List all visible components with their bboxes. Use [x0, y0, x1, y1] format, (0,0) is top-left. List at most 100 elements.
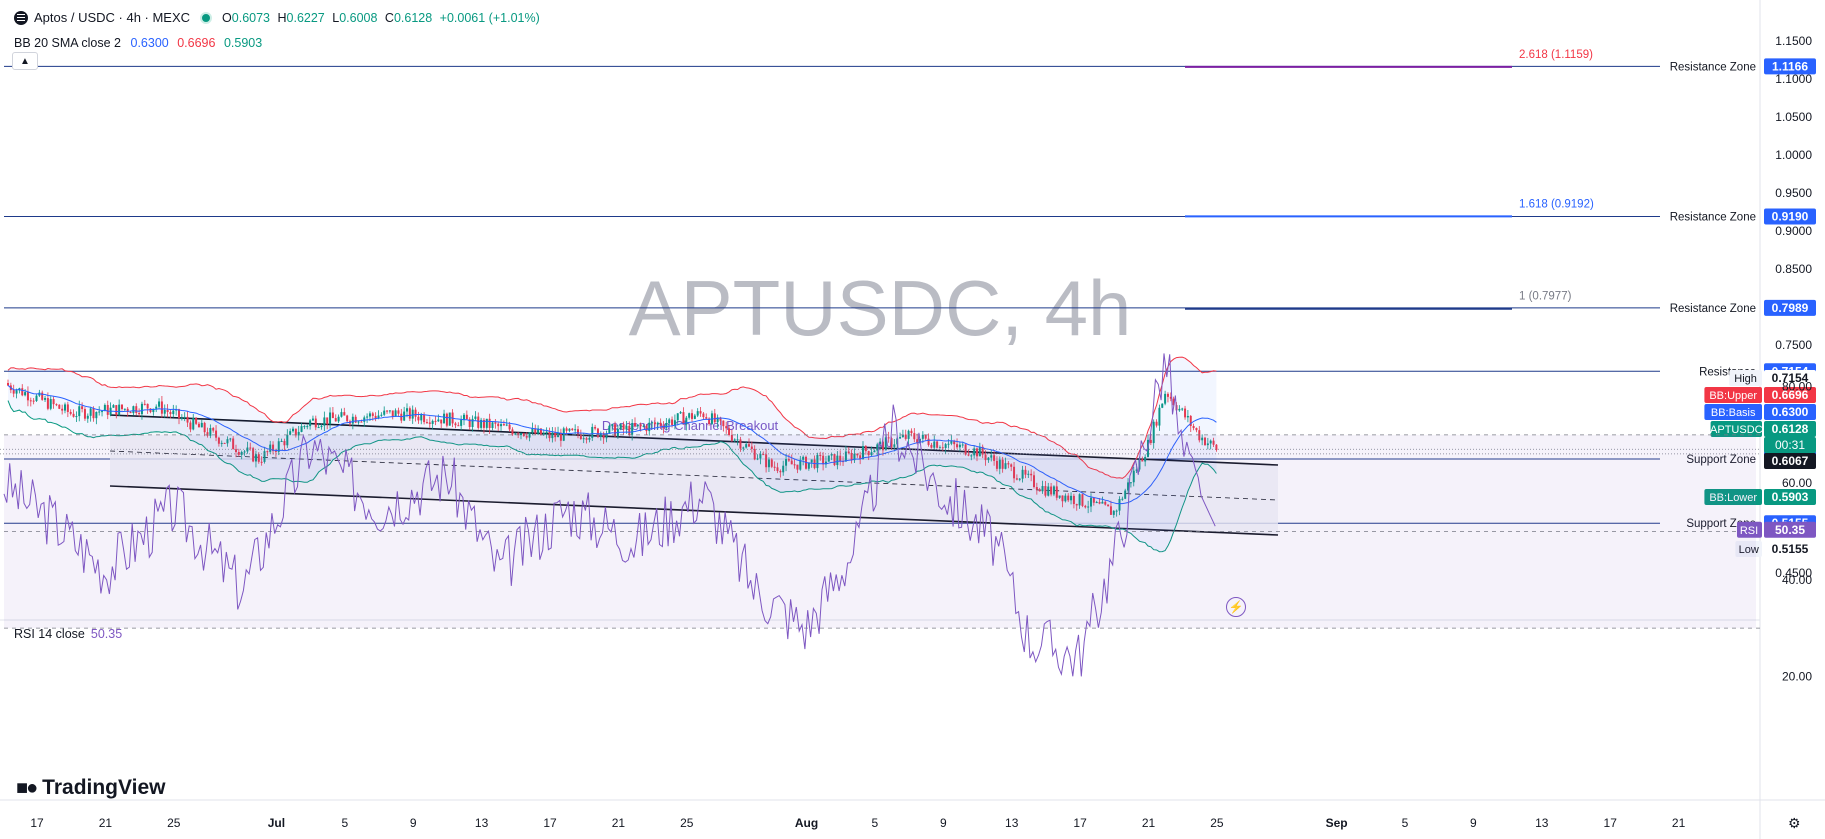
- candle-body: [1030, 473, 1033, 476]
- brand-name: TradingView: [42, 776, 166, 799]
- candle-body: [508, 424, 511, 430]
- candle-body: [642, 425, 645, 427]
- candle-body: [787, 459, 790, 461]
- candle-body: [651, 422, 654, 424]
- candle-body: [594, 426, 597, 429]
- candle-body: [767, 459, 770, 468]
- candle-body: [491, 422, 494, 429]
- candle-body: [899, 437, 902, 439]
- candle-body: [591, 426, 594, 438]
- price-tag: [1764, 370, 1816, 386]
- symbol-title[interactable]: Aptos / USDC · 4h · MEXC: [34, 10, 191, 25]
- candle-body: [502, 424, 505, 426]
- candle-body: [160, 401, 163, 414]
- candle-body: [306, 426, 309, 428]
- candle-body: [229, 438, 232, 440]
- candle-body: [779, 470, 782, 473]
- candle-body: [956, 444, 959, 448]
- candle-body: [189, 422, 192, 430]
- candle-body: [463, 414, 465, 420]
- candle-body: [317, 427, 320, 429]
- time-tick-label: 9: [1470, 816, 1477, 830]
- candle-body: [534, 428, 537, 434]
- candle-body: [314, 418, 317, 428]
- candle-body: [545, 431, 548, 434]
- candle-body: [1166, 393, 1169, 397]
- candle-body: [611, 424, 614, 426]
- candle-body: [665, 423, 668, 428]
- candle-body: [682, 412, 685, 425]
- candle-body: [121, 404, 123, 409]
- candle-body: [542, 433, 545, 435]
- price-tag-label-bg: [1704, 489, 1762, 505]
- market-status-icon: [200, 11, 213, 24]
- candle-body: [990, 455, 993, 458]
- candle-body: [326, 417, 329, 425]
- collapse-legend-button[interactable]: ▲: [12, 52, 38, 70]
- candle-body: [517, 433, 520, 436]
- candle-body: [659, 422, 662, 426]
- candle-body: [497, 423, 500, 427]
- candle-body: [149, 408, 152, 413]
- ohlc-values: O0.6073 H0.6227 L0.6008 C0.6128 +0.0061 …: [222, 11, 544, 25]
- rsi-value-tag: [1764, 521, 1816, 538]
- candle-body: [539, 428, 542, 435]
- candle-body: [1158, 407, 1161, 426]
- candle-body: [391, 410, 394, 417]
- candle-body: [745, 444, 748, 448]
- time-tick-label: 21: [99, 816, 113, 830]
- candle-body: [417, 416, 420, 421]
- candle-body: [1087, 506, 1090, 508]
- candle-body: [770, 459, 773, 467]
- candle-body: [1041, 486, 1044, 492]
- candle-body: [81, 406, 84, 410]
- candle-body: [443, 413, 446, 424]
- rsi-tick-label: 80.00: [1782, 380, 1812, 394]
- candle-body: [785, 459, 788, 466]
- tradingview-logo[interactable]: ■● TradingView: [16, 776, 166, 800]
- candle-body: [41, 392, 44, 400]
- candle-body: [423, 414, 426, 423]
- candle-body: [514, 433, 517, 435]
- candle-body: [360, 421, 363, 423]
- candle-body: [1081, 494, 1084, 506]
- candle-body: [448, 412, 451, 426]
- candle-body: [371, 413, 374, 416]
- candle-body: [622, 424, 625, 430]
- candle-body: [520, 433, 522, 436]
- channel-lower-line: [109, 485, 1279, 536]
- candle-body: [357, 421, 360, 423]
- candle-body: [614, 424, 617, 437]
- candle-body: [1195, 428, 1198, 431]
- price-tag-label: APTUSDC: [1710, 424, 1763, 436]
- candle-body: [243, 451, 246, 453]
- lightning-icon[interactable]: ⚡: [1226, 597, 1246, 617]
- candle-body: [437, 419, 440, 422]
- candle-body: [722, 420, 725, 427]
- candle-body: [756, 458, 759, 460]
- candle-body: [280, 440, 283, 442]
- candle-body: [1152, 421, 1155, 444]
- price-tick-label: 1.1000: [1775, 72, 1812, 86]
- candle-body: [309, 420, 312, 427]
- candle-body: [89, 408, 92, 416]
- candle-body: [648, 422, 651, 432]
- gear-icon[interactable]: ⚙: [1788, 815, 1801, 831]
- candle-body: [522, 433, 525, 436]
- candles-group: [7, 379, 1218, 518]
- candle-body: [1044, 486, 1047, 496]
- bb-legend[interactable]: BB 20 SMA close 2 0.6300 0.6696 0.5903: [14, 36, 262, 50]
- price-tag-label-bg: [1729, 370, 1762, 386]
- time-tick-label: 5: [1402, 816, 1409, 830]
- candle-body: [192, 418, 195, 430]
- price-tag-label: BB:Lower: [1709, 492, 1757, 504]
- price-tick-label: 0.7500: [1775, 338, 1812, 352]
- rsi-legend[interactable]: RSI 14 close 50.35: [14, 627, 122, 641]
- time-tick-label: 21: [612, 816, 626, 830]
- candle-body: [155, 406, 158, 409]
- candle-body: [235, 449, 237, 453]
- candle-body: [748, 444, 750, 447]
- candle-body: [671, 419, 674, 425]
- candle-body: [257, 454, 260, 462]
